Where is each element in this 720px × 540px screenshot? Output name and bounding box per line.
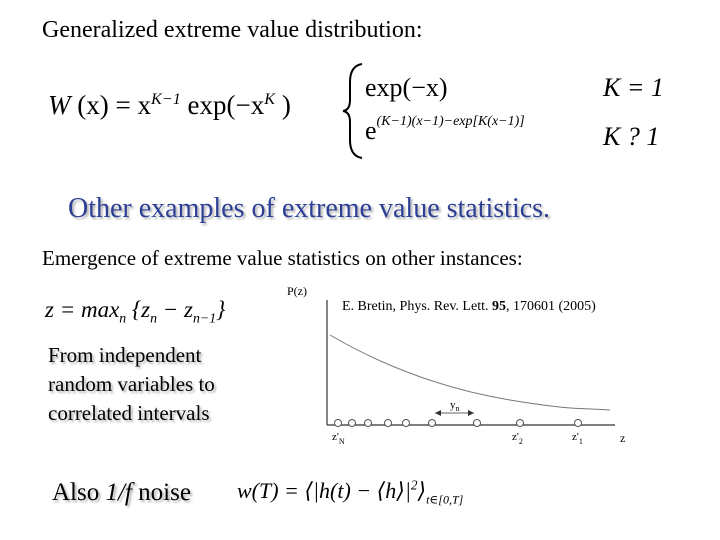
formula-part: − z bbox=[157, 297, 193, 322]
x-label: z'N bbox=[332, 431, 345, 446]
case-condition: K ? 1 bbox=[603, 122, 660, 151]
reference-part: E. Bretin, Phys. Rev. Lett. bbox=[342, 299, 492, 314]
point bbox=[364, 419, 372, 427]
formula-part: {z bbox=[126, 297, 151, 322]
formula-part: ⟩ bbox=[417, 478, 427, 503]
point bbox=[334, 419, 342, 427]
points bbox=[334, 419, 582, 427]
point bbox=[473, 419, 481, 427]
point bbox=[384, 419, 392, 427]
noise-text: Also 1/f noise bbox=[52, 480, 191, 505]
formula-part: n−1 bbox=[193, 310, 217, 326]
point bbox=[428, 419, 436, 427]
text-part: noise bbox=[131, 479, 191, 506]
label-part: N bbox=[339, 437, 345, 446]
text-line: random variables to bbox=[48, 372, 215, 396]
label-part: y bbox=[450, 399, 456, 411]
label-part: z' bbox=[572, 431, 579, 443]
formula-part: K−1 bbox=[150, 90, 181, 108]
point bbox=[348, 419, 356, 427]
brace bbox=[342, 63, 363, 159]
point bbox=[516, 419, 524, 427]
formula-part: e bbox=[365, 116, 377, 145]
formula-part: z = max bbox=[45, 297, 120, 322]
reference-part: 95 bbox=[491, 299, 506, 314]
heading: Other examples of extreme value statisti… bbox=[68, 193, 551, 224]
subheading: Emergence of extreme value statistics on… bbox=[42, 246, 523, 270]
x-label: z'2 bbox=[512, 431, 523, 446]
label-part: 1 bbox=[579, 437, 583, 446]
formula-part: exp(−x bbox=[180, 90, 265, 120]
formula-part: 2 bbox=[410, 477, 418, 493]
formula-part: (x) = x bbox=[70, 90, 151, 120]
formula-part: W bbox=[48, 90, 71, 120]
reference-part: , 170601 (2005) bbox=[505, 299, 596, 314]
formula-part: n bbox=[150, 310, 158, 326]
brace-path bbox=[342, 63, 363, 159]
figure: P(z) yn z'N z'2 z'1 z bbox=[287, 284, 625, 446]
title: Generalized extreme value distribution: bbox=[42, 17, 423, 43]
text-part: Also bbox=[52, 479, 106, 506]
formula-part: (K−1)(x−1)−exp[K(x−1)] bbox=[376, 114, 525, 129]
formula: z = maxn {zn − zn−1} bbox=[45, 297, 226, 325]
y-label: P(z) bbox=[287, 284, 307, 298]
formula: W (x) = xK−1 exp(−xK ) bbox=[48, 90, 291, 120]
formula-part: ) bbox=[275, 90, 291, 120]
case-expr: exp(−x) bbox=[365, 73, 448, 102]
text-line: From independent bbox=[48, 343, 202, 367]
label-part: z' bbox=[332, 431, 339, 443]
point bbox=[402, 419, 410, 427]
case-condition: K = 1 bbox=[603, 73, 664, 102]
x-label: z'1 bbox=[572, 431, 583, 446]
x-axis-label: z bbox=[620, 431, 625, 445]
formula-part: w(T) = ⟨|h(t) − ⟨h⟩| bbox=[237, 478, 411, 503]
text-part: 1/f bbox=[105, 479, 132, 506]
gap-label: yn bbox=[450, 399, 460, 413]
formula-part: } bbox=[216, 297, 226, 322]
formula: w(T) = ⟨|h(t) − ⟨h⟩|2⟩t∈[0,T] bbox=[237, 477, 463, 506]
case-expr: e(K−1)(x−1)−exp[K(x−1)] bbox=[365, 115, 525, 145]
label-part: z' bbox=[512, 431, 519, 443]
label-part: 2 bbox=[519, 437, 523, 446]
text-line: correlated intervals bbox=[48, 401, 210, 425]
label-part: n bbox=[456, 404, 460, 413]
formula-part: n bbox=[119, 310, 127, 326]
formula-part: t∈[0,T] bbox=[426, 492, 464, 507]
curve bbox=[329, 334, 611, 411]
formula-part: K bbox=[264, 90, 276, 108]
reference: E. Bretin, Phys. Rev. Lett. 95, 170601 (… bbox=[342, 300, 596, 314]
point bbox=[574, 419, 582, 427]
